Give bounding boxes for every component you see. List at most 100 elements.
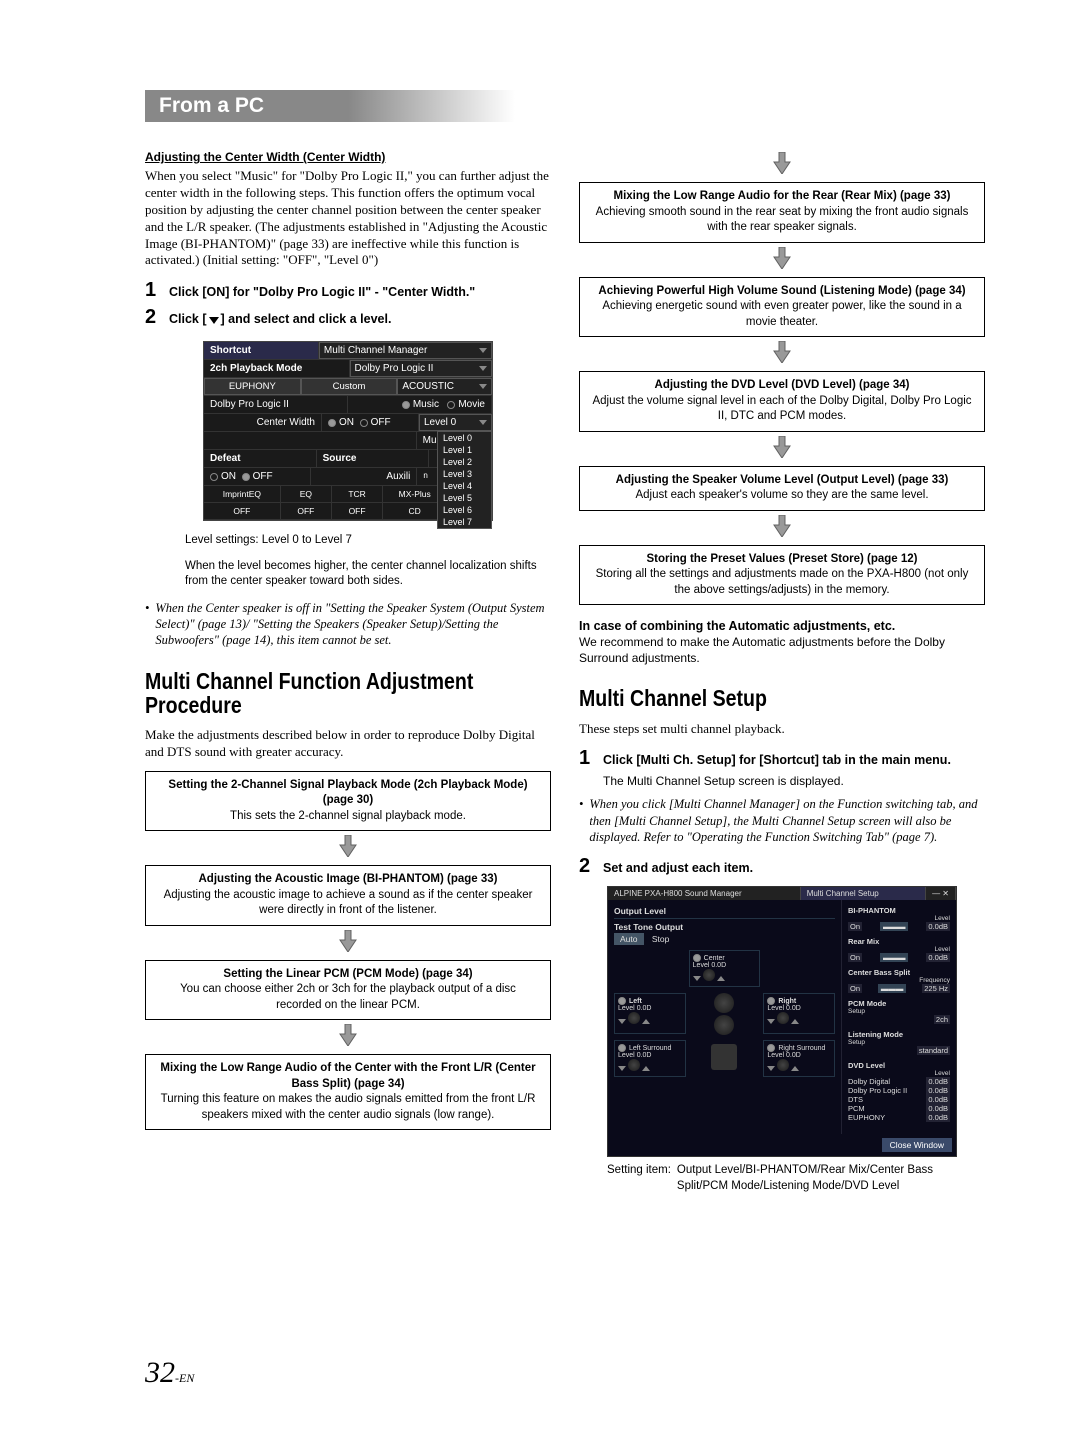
label: Frequency xyxy=(919,977,950,984)
radio-icon[interactable] xyxy=(242,473,250,481)
level-label: Level xyxy=(618,1052,635,1059)
label: Level xyxy=(934,915,950,922)
level-option[interactable]: Level 2 xyxy=(438,456,491,468)
movie-radio[interactable]: Movie xyxy=(458,399,485,410)
chevron-down-icon[interactable] xyxy=(693,976,701,981)
shortcut-tab[interactable]: Shortcut xyxy=(204,342,319,359)
flow-title: Setting the Linear PCM (PCM Mode) (page … xyxy=(156,967,540,983)
on-toggle[interactable]: On xyxy=(848,984,862,993)
radio-icon[interactable] xyxy=(210,473,218,481)
dropdown-label: Dolby Pro Logic II xyxy=(355,363,434,374)
slider[interactable]: ▬▬▬ xyxy=(878,984,907,993)
radio-group: ON OFF xyxy=(322,414,419,431)
value[interactable]: 0.0dB xyxy=(926,1086,950,1095)
slider[interactable]: ▬▬▬ xyxy=(880,953,909,962)
level-option[interactable]: Level 3 xyxy=(438,468,491,480)
chevron-down-icon xyxy=(479,420,487,425)
acoustic-dropdown[interactable]: ACOUSTIC xyxy=(397,378,492,395)
level-option[interactable]: Level 1 xyxy=(438,444,491,456)
level-list-popup[interactable]: Level 0 Level 1 Level 2 Level 3 Level 4 … xyxy=(437,431,492,529)
chevron-up-icon[interactable] xyxy=(642,1019,650,1024)
triangle-down-icon xyxy=(209,317,219,324)
window-controls[interactable]: — ✕ xyxy=(926,887,956,900)
step-2: 2 Click [] and select and click a level. xyxy=(145,306,551,329)
arrow-down-icon xyxy=(579,152,985,178)
on-radio[interactable]: ON xyxy=(339,417,354,428)
label: Setup xyxy=(848,1039,865,1046)
on-toggle[interactable]: On xyxy=(848,922,862,931)
value[interactable]: 0.0dB xyxy=(926,1113,950,1122)
chevron-up-icon[interactable] xyxy=(717,976,725,981)
step-number: 1 xyxy=(145,279,161,302)
defeat-label: Defeat xyxy=(204,450,317,467)
value[interactable]: 2ch xyxy=(934,1015,950,1024)
dropdown-label: ACOUSTIC xyxy=(402,381,454,392)
stop-button[interactable]: Stop xyxy=(646,933,676,945)
mcm-dropdown[interactable]: Multi Channel Manager xyxy=(319,342,492,359)
tcr-label: TCR xyxy=(332,486,383,502)
radio-icon[interactable] xyxy=(447,401,455,409)
on-radio[interactable]: ON xyxy=(221,471,236,482)
tab-active[interactable]: Multi Channel Setup xyxy=(801,887,926,900)
auxil-label: Auxili xyxy=(311,468,418,485)
custom-button[interactable]: Custom xyxy=(301,378,398,395)
knob-icon[interactable] xyxy=(714,993,734,1013)
radio-icon[interactable] xyxy=(618,1044,626,1052)
radio-icon[interactable] xyxy=(767,1044,775,1052)
music-radio[interactable]: Music xyxy=(413,399,439,410)
note-text: When you click [Multi Channel Manager] o… xyxy=(589,796,985,845)
knob-icon[interactable] xyxy=(714,1015,734,1035)
knob-icon[interactable] xyxy=(628,1012,640,1024)
speaker-label: Right Surround xyxy=(778,1045,825,1052)
label: PCM xyxy=(848,1104,865,1113)
chevron-down-icon[interactable] xyxy=(767,1066,775,1071)
value: OFF xyxy=(204,503,281,519)
close-button[interactable]: Close Window xyxy=(882,1138,952,1152)
level-dropdown[interactable]: Level 0 xyxy=(419,414,492,431)
value[interactable]: 0.0dB xyxy=(926,1095,950,1104)
dpl-dropdown[interactable]: Dolby Pro Logic II xyxy=(350,360,493,377)
arrow-down-icon xyxy=(579,247,985,273)
flow-title: Adjusting the DVD Level (DVD Level) (pag… xyxy=(590,378,974,394)
chevron-down-icon[interactable] xyxy=(767,1019,775,1024)
radio-icon[interactable] xyxy=(693,954,701,962)
knob-icon[interactable] xyxy=(777,1012,789,1024)
euphony-button[interactable]: EUPHONY xyxy=(204,378,301,395)
auto-button[interactable]: Auto xyxy=(614,933,644,945)
level-option[interactable]: Level 6 xyxy=(438,504,491,516)
radio-icon[interactable] xyxy=(328,419,336,427)
value[interactable]: standard xyxy=(917,1046,950,1055)
radio-icon[interactable] xyxy=(618,997,626,1005)
step-text: Set and adjust each item. xyxy=(603,860,753,876)
note: • When the Center speaker is off in "Set… xyxy=(145,600,551,649)
chevron-up-icon[interactable] xyxy=(642,1066,650,1071)
knob-icon[interactable] xyxy=(777,1059,789,1071)
chevron-down-icon[interactable] xyxy=(618,1066,626,1071)
flow-desc: Turning this feature on makes the audio … xyxy=(156,1092,540,1123)
knob-icon[interactable] xyxy=(628,1059,640,1071)
subhead-center-width: Adjusting the Center Width (Center Width… xyxy=(145,150,551,164)
level-option[interactable]: Level 5 xyxy=(438,492,491,504)
level-option[interactable]: Level 7 xyxy=(438,516,491,528)
radio-icon[interactable] xyxy=(767,997,775,1005)
arrow-down-icon xyxy=(145,835,551,861)
heading-mcfap: Multi Channel Function Adjustment Proced… xyxy=(145,669,490,717)
row-label-2ch: 2ch Playback Mode xyxy=(204,360,350,377)
off-radio[interactable]: OFF xyxy=(253,471,273,482)
chevron-up-icon[interactable] xyxy=(791,1019,799,1024)
off-radio[interactable]: OFF xyxy=(371,417,391,428)
value[interactable]: 0.0dB xyxy=(926,1104,950,1113)
slider[interactable]: ▬▬▬ xyxy=(880,922,909,931)
level-option[interactable]: Level 0 xyxy=(438,432,491,444)
knob-icon[interactable] xyxy=(703,969,715,981)
value[interactable]: 0.0dB xyxy=(926,1077,950,1086)
on-toggle[interactable]: On xyxy=(848,953,862,962)
level-label: Level xyxy=(767,1005,784,1012)
radio-icon[interactable] xyxy=(360,419,368,427)
level-option[interactable]: Level 4 xyxy=(438,480,491,492)
chevron-up-icon[interactable] xyxy=(791,1066,799,1071)
radio-icon[interactable] xyxy=(402,401,410,409)
step-text: Click [] and select and click a level. xyxy=(169,311,391,327)
label: Dolby Pro Logic II xyxy=(848,1086,907,1095)
chevron-down-icon[interactable] xyxy=(618,1019,626,1024)
